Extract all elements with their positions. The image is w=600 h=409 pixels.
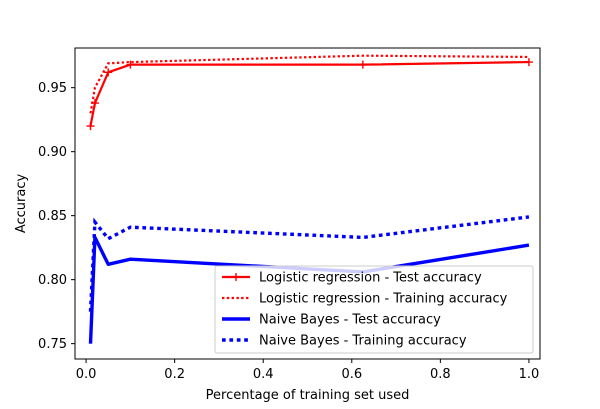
y-axis-label: Accuracy bbox=[14, 174, 29, 234]
x-tick-label: 1.0 bbox=[519, 367, 540, 382]
data-point-marker bbox=[524, 58, 533, 67]
y-axis-ticks: 0.75 0.80 0.85 0.90 0.95 bbox=[38, 81, 75, 352]
x-axis-label: Percentage of training set used bbox=[206, 388, 410, 403]
data-point-marker bbox=[86, 122, 95, 131]
legend-frame bbox=[214, 265, 534, 354]
x-tick-label: 0.2 bbox=[164, 367, 185, 382]
legend-label: Naive Bayes - Test accuracy bbox=[259, 313, 441, 328]
data-point-marker bbox=[104, 68, 113, 77]
x-tick-label: 0.0 bbox=[76, 367, 97, 382]
legend-label: Logistic regression - Training accuracy bbox=[259, 292, 508, 307]
x-axis-ticks: 0.0 0.2 0.4 0.6 0.8 1.0 bbox=[76, 359, 540, 382]
x-tick-label: 0.8 bbox=[430, 367, 451, 382]
legend-label: Naive Bayes - Training accuracy bbox=[259, 334, 467, 349]
y-tick-label: 0.90 bbox=[38, 145, 67, 160]
y-tick-label: 0.95 bbox=[38, 81, 67, 96]
y-tick-label: 0.75 bbox=[38, 337, 67, 352]
legend: Logistic regression - Test accuracy Logis… bbox=[214, 265, 534, 354]
data-point-marker bbox=[126, 60, 135, 69]
series-line-4 bbox=[88, 215, 530, 312]
series-line-2 bbox=[89, 54, 529, 114]
legend-label: Logistic regression - Test accuracy bbox=[259, 271, 482, 286]
x-tick-label: 0.6 bbox=[341, 367, 362, 382]
data-point-marker bbox=[358, 60, 367, 69]
y-tick-label: 0.80 bbox=[38, 273, 67, 288]
y-tick-label: 0.85 bbox=[38, 209, 67, 224]
legend-marker bbox=[232, 273, 240, 281]
axes-frame bbox=[74, 47, 541, 360]
x-tick-label: 0.4 bbox=[253, 367, 274, 382]
series-line-1 bbox=[89, 60, 529, 127]
